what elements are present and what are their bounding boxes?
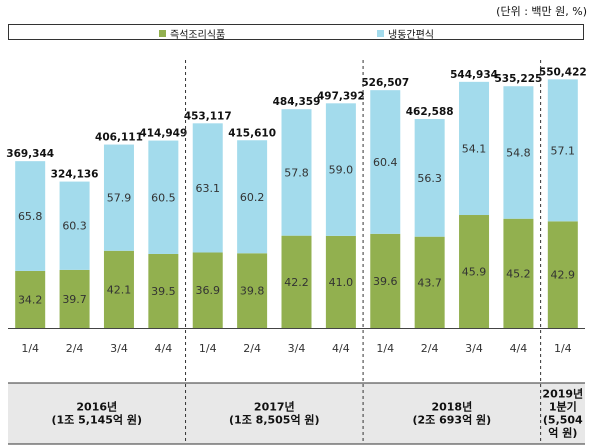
group-label-3-line-1: 2018년 <box>431 400 472 414</box>
legend-item-instant: 즉석조리식품 <box>159 26 225 41</box>
label-instant-3: 42.1 <box>107 283 132 296</box>
label-frozen-4: 60.5 <box>151 191 176 204</box>
tick-label-12: 4/4 <box>510 342 528 355</box>
label-total-9: 526,507 <box>361 77 409 89</box>
label-total-4: 414,949 <box>139 128 187 140</box>
label-instant-4: 39.5 <box>151 285 176 298</box>
label-frozen-11: 54.1 <box>462 142 487 155</box>
bar-frozen-13 <box>547 79 578 222</box>
bar-frozen-5 <box>192 123 223 253</box>
label-instant-5: 36.9 <box>195 284 220 297</box>
label-frozen-10: 56.3 <box>417 172 442 185</box>
bar-frozen-3 <box>103 144 134 251</box>
tick-label-9: 1/4 <box>376 342 394 355</box>
label-frozen-12: 54.8 <box>506 146 531 159</box>
label-instant-13: 42.9 <box>551 269 576 282</box>
label-frozen-2: 60.3 <box>62 220 87 233</box>
bar-instant-3 <box>103 250 134 328</box>
legend-swatch-frozen <box>377 30 384 37</box>
label-total-8: 497,392 <box>317 90 365 102</box>
bar-frozen-8 <box>325 103 356 236</box>
tick-label-10: 2/4 <box>421 342 439 355</box>
bar-frozen-1 <box>15 161 46 271</box>
tick-label-6: 2/4 <box>243 342 261 355</box>
tick-label-5: 1/4 <box>199 342 217 355</box>
group-label-4-line-1: 2019년 <box>542 387 583 401</box>
bar-instant-8 <box>325 235 356 328</box>
group-label-4-line-4: 억 원) <box>548 426 577 440</box>
group-label-2-line-2: (1조 8,505억 원) <box>229 413 320 427</box>
bar-frozen-4 <box>148 140 179 254</box>
group-band <box>8 383 585 444</box>
label-total-1: 369,344 <box>6 148 54 160</box>
bar-instant-1 <box>15 270 46 328</box>
bar-frozen-6 <box>237 140 268 254</box>
legend: 즉석조리식품 냉동간편식 <box>8 24 584 41</box>
label-total-10: 462,588 <box>406 106 454 118</box>
label-frozen-8: 59.0 <box>329 164 354 177</box>
bar-instant-9 <box>370 233 401 328</box>
bar-instant-13 <box>547 221 578 328</box>
tick-label-4: 4/4 <box>154 342 172 355</box>
legend-swatch-instant <box>159 30 166 37</box>
legend-label-frozen: 냉동간편식 <box>388 30 434 41</box>
group-label-1-line-2: (1조 5,145억 원) <box>52 413 143 427</box>
bar-instant-11 <box>459 215 490 328</box>
group-label-3-line-2: (2조 693억 원) <box>412 413 491 427</box>
group-label-4-line-2: 1분기 <box>549 400 577 414</box>
bar-instant-5 <box>192 252 223 328</box>
label-frozen-1: 65.8 <box>18 210 43 223</box>
label-instant-8: 41.0 <box>329 276 354 289</box>
label-instant-6: 39.8 <box>240 285 265 298</box>
group-label-2-line-1: 2017년 <box>254 400 295 414</box>
unit-note: (단위 : 백만 원, %) <box>496 5 587 18</box>
label-instant-7: 42.2 <box>284 276 309 289</box>
label-instant-1: 34.2 <box>18 293 43 306</box>
tick-label-8: 4/4 <box>332 342 350 355</box>
legend-label-instant: 즉석조리식품 <box>170 30 226 41</box>
label-frozen-5: 63.1 <box>195 182 220 195</box>
label-total-7: 484,359 <box>273 96 321 108</box>
bar-frozen-2 <box>59 181 90 270</box>
label-instant-11: 45.9 <box>462 266 487 279</box>
bar-frozen-11 <box>459 81 490 216</box>
label-total-12: 535,225 <box>495 73 543 85</box>
tick-label-1: 1/4 <box>21 342 39 355</box>
label-total-3: 406,111 <box>95 132 143 144</box>
tick-label-3: 3/4 <box>110 342 128 355</box>
label-frozen-3: 57.9 <box>107 192 132 205</box>
label-instant-9: 39.6 <box>373 275 398 288</box>
label-total-13: 550,422 <box>539 66 587 78</box>
label-frozen-7: 57.8 <box>284 166 309 179</box>
legend-item-frozen: 냉동간편식 <box>377 26 434 41</box>
bar-instant-2 <box>59 269 90 328</box>
bar-instant-4 <box>148 253 179 328</box>
group-label-4-line-3: (5,504 <box>543 414 583 427</box>
bar-frozen-9 <box>370 90 401 234</box>
label-total-5: 453,117 <box>184 110 232 122</box>
label-instant-10: 43.7 <box>417 276 442 289</box>
label-instant-12: 45.2 <box>506 267 531 280</box>
label-frozen-9: 60.4 <box>373 156 398 169</box>
tick-label-7: 3/4 <box>288 342 306 355</box>
label-frozen-13: 57.1 <box>551 144 576 157</box>
bar-frozen-10 <box>414 119 445 237</box>
bar-instant-7 <box>281 235 312 328</box>
label-total-6: 415,610 <box>228 127 276 139</box>
tick-label-11: 3/4 <box>465 342 483 355</box>
tick-label-13: 1/4 <box>554 342 572 355</box>
label-instant-2: 39.7 <box>62 293 87 306</box>
bar-frozen-12 <box>503 86 534 219</box>
tick-label-2: 2/4 <box>66 342 84 355</box>
label-total-11: 544,934 <box>450 69 498 81</box>
group-label-1-line-1: 2016년 <box>76 400 117 414</box>
bar-instant-10 <box>414 236 445 328</box>
bar-instant-6 <box>237 253 268 328</box>
bar-instant-12 <box>503 218 534 328</box>
bar-frozen-7 <box>281 109 312 236</box>
label-frozen-6: 60.2 <box>240 191 265 204</box>
label-total-2: 324,136 <box>51 169 99 181</box>
